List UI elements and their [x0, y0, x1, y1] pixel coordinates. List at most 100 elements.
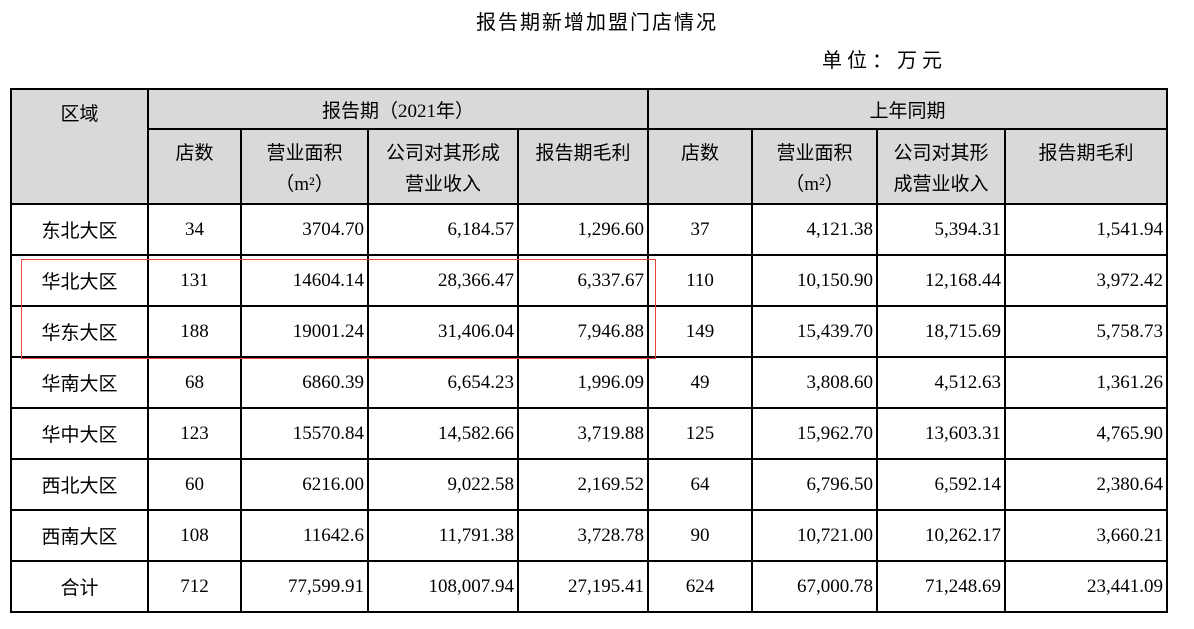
- table-row: 华中大区 123 15570.84 14,582.66 3,719.88 125…: [10, 407, 1169, 460]
- business-area-prior: 4,121.38: [751, 203, 879, 256]
- revenue-current: 108,007.94: [367, 560, 519, 613]
- revenue-prior: 6,592.14: [876, 458, 1007, 511]
- business-area-prior: 15,962.70: [751, 407, 879, 460]
- revenue-current: 11,791.38: [367, 509, 519, 562]
- business-area-prior: 3,808.60: [751, 356, 879, 409]
- header-store-count-prior: 店数: [647, 128, 754, 205]
- revenue-prior: 71,248.69: [876, 560, 1007, 613]
- store-count-prior: 37: [647, 203, 754, 256]
- revenue-current: 28,366.47: [367, 254, 519, 307]
- header-group-row: 区域 报告期（2021年） 上年同期: [10, 88, 1169, 205]
- header-group-current: 报告期（2021年）: [146, 88, 650, 130]
- franchise-stores-table: 区域 报告期（2021年） 上年同期 店数 营业面积 （m²） 公司对其形成 营…: [10, 88, 1169, 613]
- region-cell: 西南大区: [10, 509, 149, 562]
- business-area-prior: 10,150.90: [751, 254, 879, 307]
- total-row: 合计 712 77,599.91 108,007.94 27,195.41 62…: [10, 560, 1169, 613]
- gross-profit-prior: 5,758.73: [1004, 305, 1169, 358]
- header-line: 成营业收入: [893, 174, 989, 195]
- store-count-current: 60: [147, 458, 242, 511]
- business-area-prior: 67,000.78: [751, 560, 879, 613]
- header-gross-profit-current: 报告期毛利: [516, 128, 650, 205]
- store-count-current: 712: [147, 560, 242, 613]
- store-count-current: 108: [147, 509, 242, 562]
- table-row: 华东大区 188 19001.24 31,406.04 7,946.88 149…: [10, 305, 1169, 358]
- header-line: 公司对其形: [893, 143, 989, 164]
- revenue-prior: 12,168.44: [876, 254, 1007, 307]
- revenue-current: 31,406.04: [367, 305, 519, 358]
- header-line: （m²）: [785, 174, 844, 195]
- store-count-current: 188: [147, 305, 242, 358]
- gross-profit-current: 1,296.60: [516, 203, 650, 256]
- revenue-prior: 13,603.31: [876, 407, 1007, 460]
- header-line: （m²）: [275, 174, 334, 195]
- region-cell: 东北大区: [10, 203, 149, 256]
- header-line: 店数: [681, 143, 720, 164]
- header-line: 店数: [175, 143, 214, 164]
- header-revenue-prior: 公司对其形 成营业收入: [876, 128, 1007, 205]
- header-business-area-current: 营业面积 （m²）: [240, 128, 369, 205]
- revenue-current: 9,022.58: [367, 458, 519, 511]
- gross-profit-current: 6,337.67: [516, 254, 650, 307]
- page-title: 报告期新增加盟门店情况: [476, 12, 718, 34]
- header-revenue-current: 公司对其形成 营业收入: [367, 128, 519, 205]
- store-count-prior: 110: [647, 254, 754, 307]
- business-area-current: 6860.39: [240, 356, 369, 409]
- gross-profit-prior: 4,765.90: [1004, 407, 1169, 460]
- header-line: 公司对其形成: [385, 143, 500, 164]
- store-count-prior: 624: [647, 560, 754, 613]
- business-area-current: 14604.14: [240, 254, 369, 307]
- revenue-prior: 10,262.17: [876, 509, 1007, 562]
- gross-profit-prior: 1,361.26: [1004, 356, 1169, 409]
- region-cell: 华南大区: [10, 356, 149, 409]
- header-line: 营业收入: [404, 174, 481, 195]
- header-region: 区域: [10, 88, 149, 205]
- business-area-current: 15570.84: [240, 407, 369, 460]
- gross-profit-current: 27,195.41: [516, 560, 650, 613]
- revenue-current: 6,654.23: [367, 356, 519, 409]
- business-area-prior: 6,796.50: [751, 458, 879, 511]
- table-row: 华南大区 68 6860.39 6,654.23 1,996.09 49 3,8…: [10, 356, 1169, 409]
- region-cell: 合计: [10, 560, 149, 613]
- business-area-current: 3704.70: [240, 203, 369, 256]
- business-area-current: 11642.6: [240, 509, 369, 562]
- header-line: 营业面积: [776, 143, 853, 164]
- region-cell: 华北大区: [10, 254, 149, 307]
- unit-label: 单位：万元: [822, 50, 947, 72]
- header-line: 报告期毛利: [1038, 143, 1134, 164]
- table-row: 西北大区 60 6216.00 9,022.58 2,169.52 64 6,7…: [10, 458, 1169, 511]
- store-count-prior: 149: [647, 305, 754, 358]
- header-gross-profit-prior: 报告期毛利: [1004, 128, 1169, 205]
- business-area-current: 77,599.91: [240, 560, 369, 613]
- store-count-prior: 125: [647, 407, 754, 460]
- business-area-prior: 15,439.70: [751, 305, 879, 358]
- gross-profit-current: 3,719.88: [516, 407, 650, 460]
- region-cell: 西北大区: [10, 458, 149, 511]
- gross-profit-prior: 3,972.42: [1004, 254, 1169, 307]
- revenue-prior: 5,394.31: [876, 203, 1007, 256]
- revenue-prior: 4,512.63: [876, 356, 1007, 409]
- store-count-prior: 49: [647, 356, 754, 409]
- gross-profit-current: 2,169.52: [516, 458, 650, 511]
- revenue-current: 14,582.66: [367, 407, 519, 460]
- revenue-prior: 18,715.69: [876, 305, 1007, 358]
- business-area-current: 19001.24: [240, 305, 369, 358]
- table-row: 西南大区 108 11642.6 11,791.38 3,728.78 90 1…: [10, 509, 1169, 562]
- store-count-current: 131: [147, 254, 242, 307]
- region-cell: 华中大区: [10, 407, 149, 460]
- header-line: 报告期毛利: [535, 143, 631, 164]
- store-count-current: 68: [147, 356, 242, 409]
- table-row: 东北大区 34 3704.70 6,184.57 1,296.60 37 4,1…: [10, 203, 1169, 256]
- business-area-current: 6216.00: [240, 458, 369, 511]
- gross-profit-prior: 1,541.94: [1004, 203, 1169, 256]
- header-group-prior: 上年同期: [647, 88, 1169, 130]
- business-area-prior: 10,721.00: [751, 509, 879, 562]
- store-count-prior: 90: [647, 509, 754, 562]
- revenue-current: 6,184.57: [367, 203, 519, 256]
- table-row: 华北大区 131 14604.14 28,366.47 6,337.67 110…: [10, 254, 1169, 307]
- gross-profit-prior: 23,441.09: [1004, 560, 1169, 613]
- gross-profit-current: 3,728.78: [516, 509, 650, 562]
- store-count-current: 34: [147, 203, 242, 256]
- store-count-prior: 64: [647, 458, 754, 511]
- store-count-current: 123: [147, 407, 242, 460]
